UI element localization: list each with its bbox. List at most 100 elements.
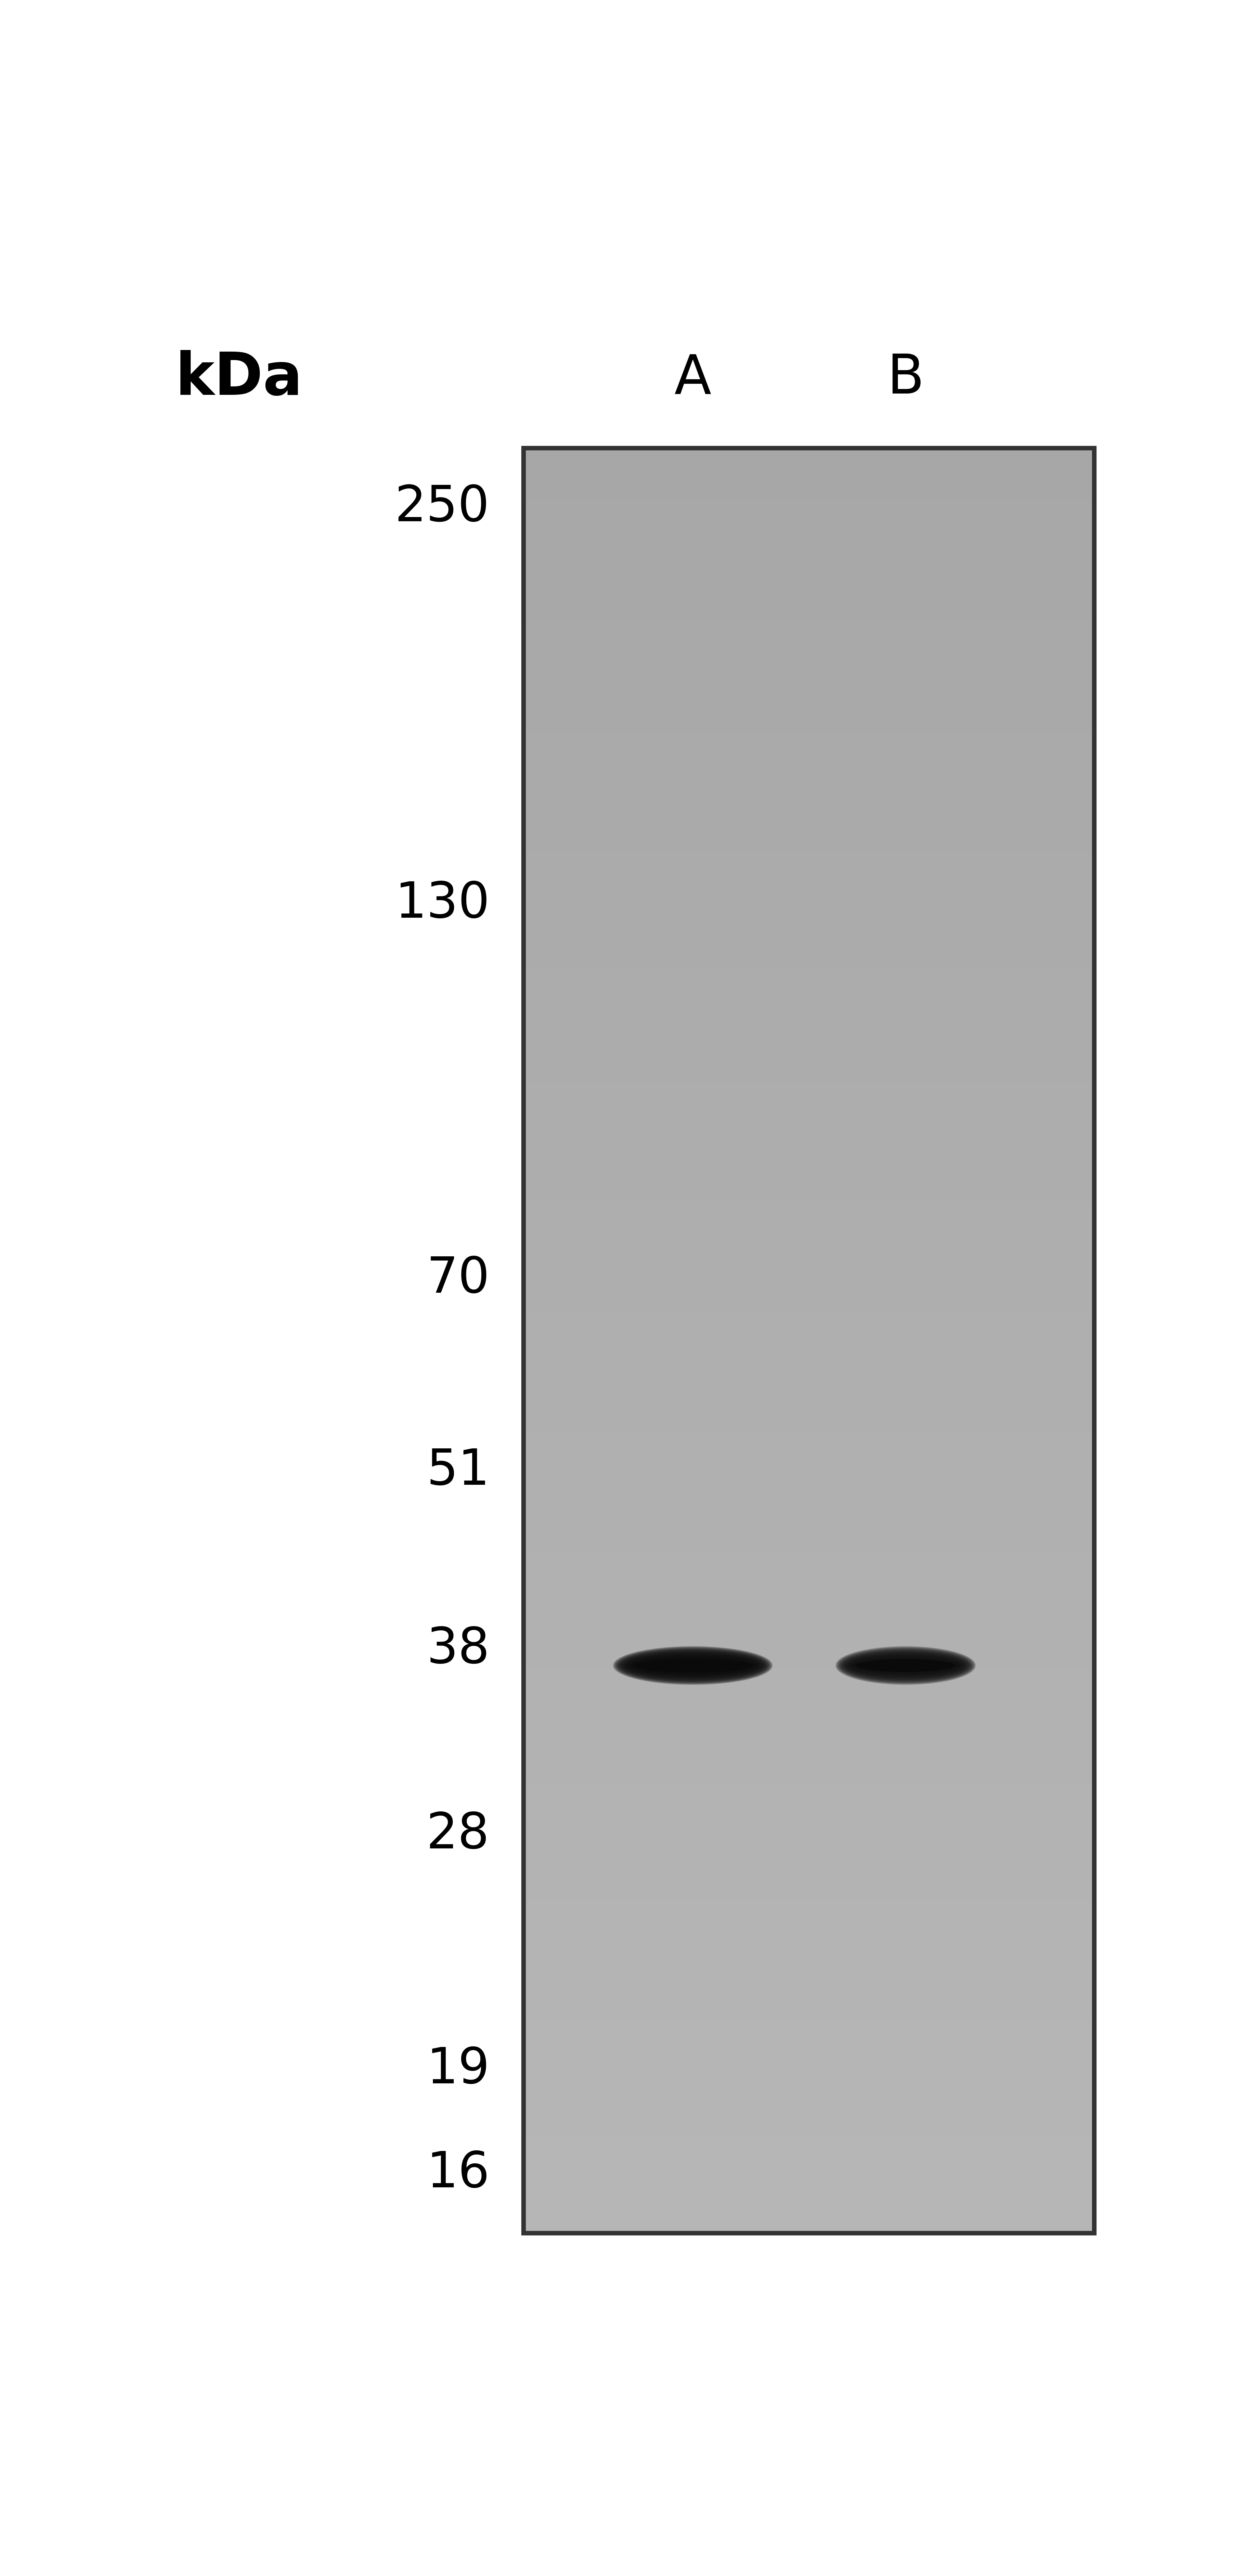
Bar [524,662,1094,665]
Bar [524,1958,1094,1963]
Bar [524,2208,1094,2213]
Bar [524,1347,1094,1352]
Bar [524,538,1094,541]
Bar [524,2087,1094,2089]
Ellipse shape [849,1656,962,1677]
Bar [524,1522,1094,1525]
Bar [524,484,1094,487]
Bar [524,2123,1094,2125]
Bar [524,562,1094,567]
Bar [524,1182,1094,1188]
Bar [524,956,1094,958]
Bar [524,1806,1094,1808]
Ellipse shape [851,1656,960,1674]
Bar [524,2089,1094,2094]
Bar [524,886,1094,891]
Bar [524,2014,1094,2020]
Bar [524,461,1094,466]
Bar [524,840,1094,845]
Bar [524,641,1094,644]
Bar [524,1615,1094,1620]
Bar [524,930,1094,933]
Bar [524,1551,1094,1556]
Bar [524,2112,1094,2115]
Bar [524,2115,1094,2120]
Bar [524,775,1094,781]
Bar [524,1383,1094,1386]
Bar [524,1309,1094,1311]
Bar [524,1963,1094,1965]
Bar [524,1306,1094,1309]
Ellipse shape [839,1649,972,1682]
Bar [524,677,1094,680]
Bar [524,477,1094,479]
Bar [524,1917,1094,1919]
Bar [524,616,1094,618]
Bar [524,1316,1094,1319]
Bar [524,1177,1094,1180]
Bar [524,2056,1094,2058]
Bar [524,1151,1094,1154]
Bar [524,863,1094,866]
Bar [524,701,1094,706]
Bar [524,551,1094,554]
Bar [524,1973,1094,1976]
Bar [524,1940,1094,1945]
Bar [524,799,1094,801]
Ellipse shape [622,1651,764,1680]
Bar [524,811,1094,817]
Bar [524,2032,1094,2038]
Bar [524,819,1094,822]
Bar [524,1839,1094,1844]
Bar [524,649,1094,652]
Bar [524,757,1094,762]
Bar [524,742,1094,744]
Bar [524,680,1094,683]
Bar [524,1476,1094,1479]
Bar [524,1162,1094,1164]
Bar [524,884,1094,886]
Bar [524,2038,1094,2040]
Bar [524,1955,1094,1958]
Bar [524,2048,1094,2050]
Bar [524,1687,1094,1690]
Bar [524,1620,1094,1623]
Ellipse shape [845,1654,966,1680]
Bar [524,559,1094,562]
Bar [524,1255,1094,1260]
Bar [524,569,1094,572]
Bar [524,608,1094,613]
Bar [524,1929,1094,1932]
Bar [524,1023,1094,1025]
Bar [524,541,1094,544]
Bar [524,976,1094,979]
Bar [524,2223,1094,2226]
Bar [524,1759,1094,1762]
Bar [524,845,1094,848]
Bar [524,1669,1094,1672]
Bar [524,940,1094,945]
Bar [524,1726,1094,1728]
Bar [524,598,1094,600]
Bar [524,520,1094,523]
Bar [524,868,1094,873]
Bar [524,791,1094,793]
Bar [524,1566,1094,1569]
Bar [524,1200,1094,1206]
Bar [524,1275,1094,1280]
Bar [524,729,1094,734]
Bar [524,1265,1094,1270]
Bar [524,1883,1094,1886]
Bar [524,1247,1094,1252]
Bar [524,595,1094,598]
Bar [524,1780,1094,1783]
Bar [524,1355,1094,1358]
Bar [524,1747,1094,1752]
Bar [524,2182,1094,2187]
Bar [524,1391,1094,1394]
Bar [524,1754,1094,1759]
Bar [524,1020,1094,1023]
Bar [524,1811,1094,1816]
Bar [524,958,1094,961]
Bar [524,1561,1094,1566]
